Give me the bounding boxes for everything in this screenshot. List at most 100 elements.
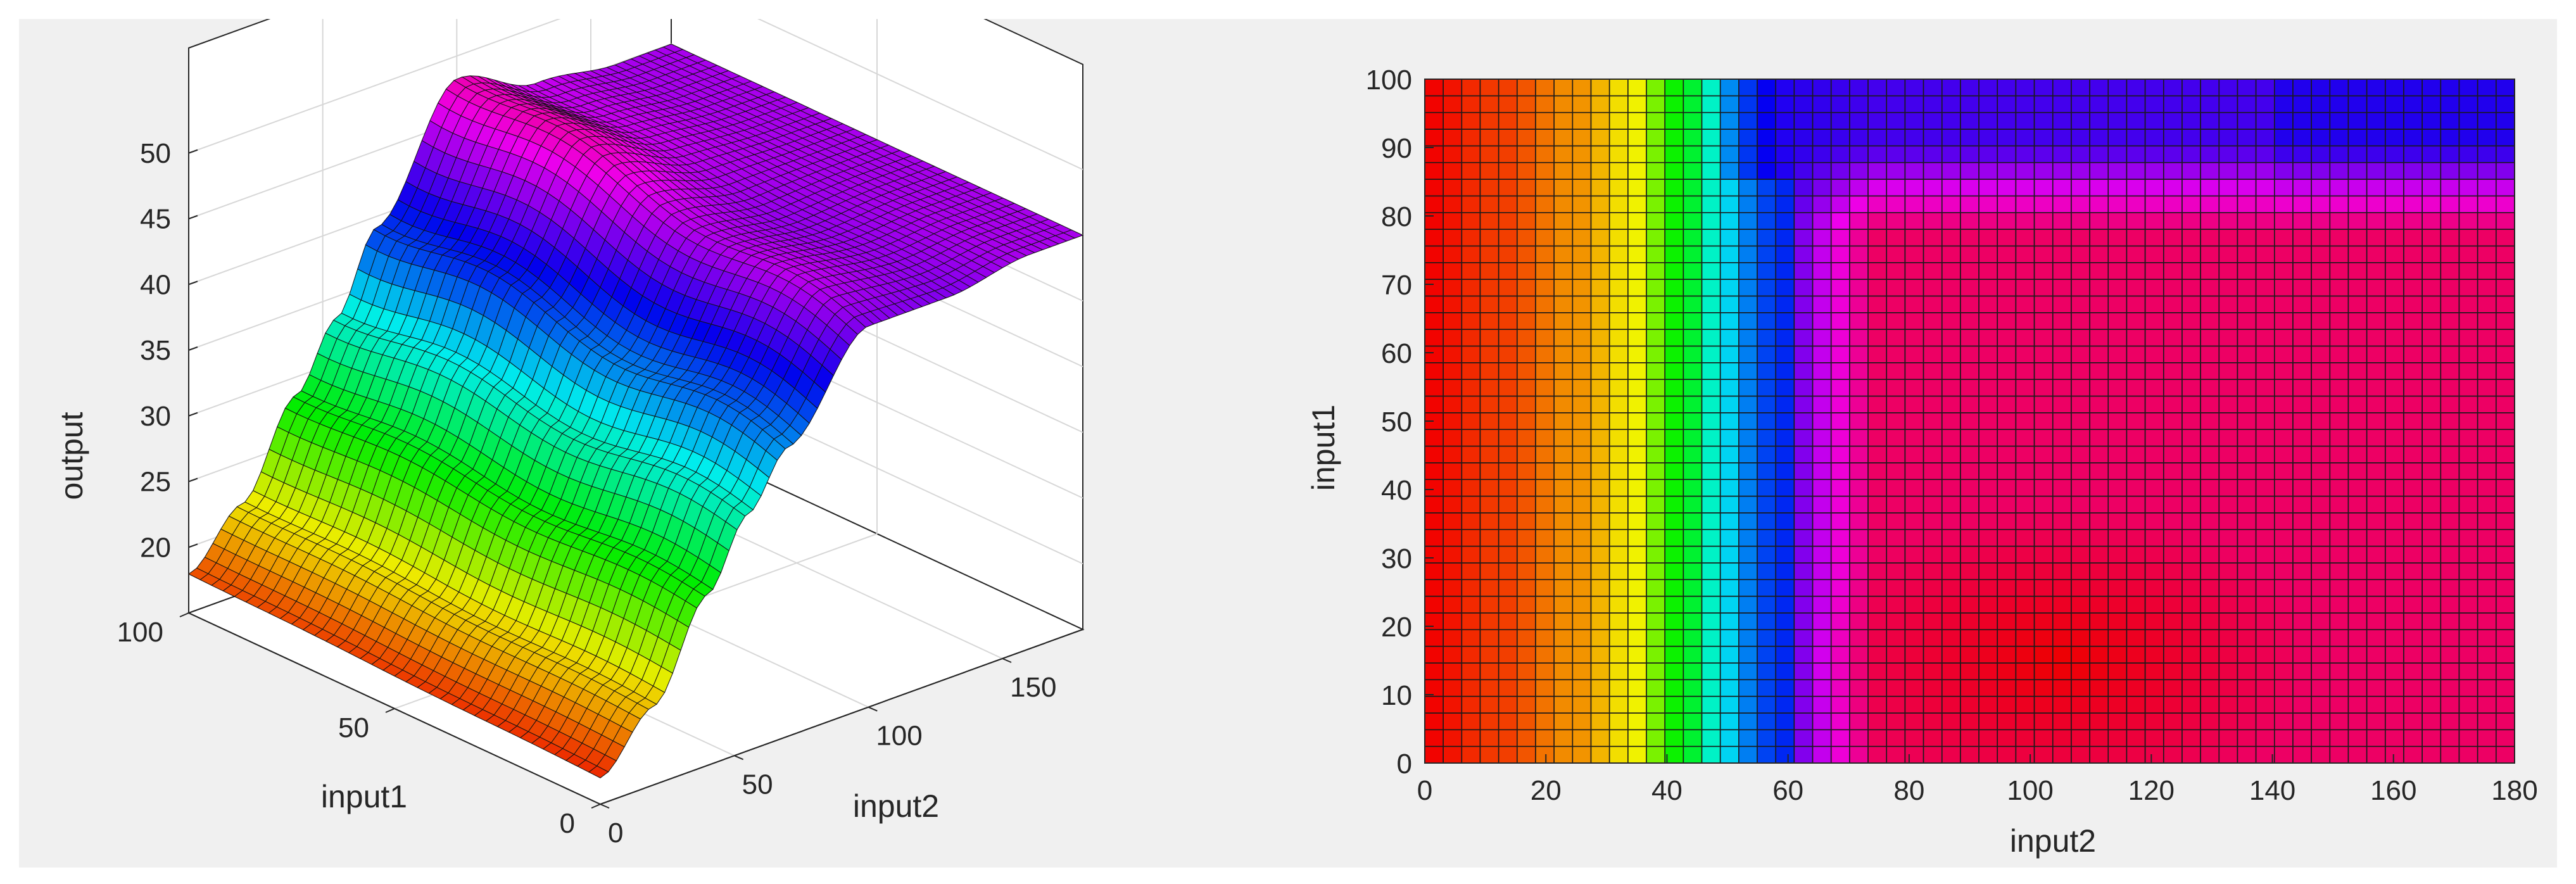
heatmap-cell [1812,729,1832,747]
heatmap-cell [1886,195,1906,213]
heatmap-cell [1793,111,1814,130]
heatmap-cell [1683,412,1703,430]
heatmap-cell [1498,745,1518,764]
heatmap-cell [2144,395,2164,414]
heatmap-x-tick-label: 160 [2370,775,2416,806]
heatmap-cell [1461,662,1481,681]
heatmap-cell [1719,161,1739,180]
heatmap-cell [1683,345,1703,363]
heatmap-cell [1535,462,1555,480]
heatmap-cell [1443,712,1463,731]
heatmap-cell [1646,379,1666,397]
heatmap-cell [2052,279,2072,297]
heatmap-cell [1424,195,1444,213]
heatmap-cell [2218,595,2238,614]
heatmap-cell [2403,562,2423,581]
heatmap-cell [1664,295,1684,313]
heatmap-cell [1812,662,1832,681]
heatmap-cell [1627,129,1647,147]
heatmap-cell [1978,262,1998,280]
heatmap-cell [1812,529,1832,547]
heatmap-cell [1646,512,1666,531]
heatmap-cell [2144,645,2164,664]
heatmap-cell [2311,279,2331,297]
heatmap-cell [1443,329,1463,347]
heatmap-cell [1664,329,1684,347]
heatmap-cell [2033,545,2054,564]
heatmap-cell [2052,412,2072,430]
heatmap-cell [1904,345,1924,363]
heatmap-cell [1498,312,1518,330]
heatmap-cell [1960,745,1979,764]
heatmap-cell [2200,595,2220,614]
heatmap-cell [1479,729,1500,747]
heatmap-cell [1646,529,1666,547]
heatmap-cell [1572,495,1592,514]
heatmap-cell [1757,462,1777,480]
heatmap-cell [2033,329,2054,347]
heatmap-cell [2385,729,2404,747]
heatmap-cell [1461,379,1481,397]
heatmap-cell [1886,312,1906,330]
heatmap-cell [2403,545,2423,564]
heatmap-cell [2458,195,2478,213]
heatmap-cell [1479,161,1500,180]
heatmap-cell [1923,329,1943,347]
heatmap-cell [1553,95,1574,113]
heatmap-cell [2181,161,2201,180]
heatmap-cell [2089,295,2109,313]
heatmap-cell [1738,129,1758,147]
heatmap-cell [1535,479,1555,497]
heatmap-cell [2274,245,2294,263]
heatmap-cell [2052,212,2072,230]
heatmap-cell [1461,729,1481,747]
heatmap-cell [2200,745,2220,764]
heatmap-cell [2292,179,2312,197]
heatmap-cell [1812,129,1832,147]
heatmap-cell [1479,645,1500,664]
heatmap-cell [1590,379,1610,397]
heatmap-cell [1443,345,1463,363]
heatmap-cell [1978,745,1998,764]
heatmap-cell [2255,429,2275,447]
heatmap-cell [1535,179,1555,197]
heatmap-cell [2162,695,2183,714]
heatmap-cell [1608,312,1629,330]
heatmap-cell [1775,679,1795,697]
heatmap-cell [2162,562,2183,581]
heatmap-cell [1738,312,1758,330]
heatmap-cell [2255,145,2275,163]
heatmap-cell [1572,595,1592,614]
heatmap-cell [2255,579,2275,597]
heatmap-cell [1479,412,1500,430]
heatmap-cell [2162,195,2183,213]
heatmap-cell [1461,295,1481,313]
heatmap-cell [1904,645,1924,664]
heatmap-cell [1608,362,1629,380]
heatmap-cell [2255,445,2275,464]
heatmap-cell [2496,412,2515,430]
heatmap-cell [2403,161,2423,180]
heatmap-cell [2421,362,2442,380]
heatmap-cell [1553,379,1574,397]
heatmap-cell [2181,379,2201,397]
heatmap-cell [2089,212,2109,230]
heatmap-cell [1830,212,1850,230]
heatmap-cell [2403,662,2423,681]
heatmap-cell [1553,362,1574,380]
heatmap-cell [1719,562,1739,581]
heatmap-cell [1978,712,1998,731]
heatmap-cell [2366,195,2386,213]
heatmap-cell [1627,645,1647,664]
heatmap-cell [1701,345,1721,363]
heatmap-cell [2440,545,2460,564]
heatmap-cell [1793,745,1814,764]
z-tick-label: 20 [140,532,171,563]
heatmap-cell [1443,295,1463,313]
heatmap-cell [1479,245,1500,263]
heatmap-cell [1517,262,1536,280]
heatmap-cell [2181,212,2201,230]
heatmap-cell [1812,629,1832,647]
heatmap-cell [1775,95,1795,113]
heatmap-y-tick-label: 70 [1381,270,1412,301]
